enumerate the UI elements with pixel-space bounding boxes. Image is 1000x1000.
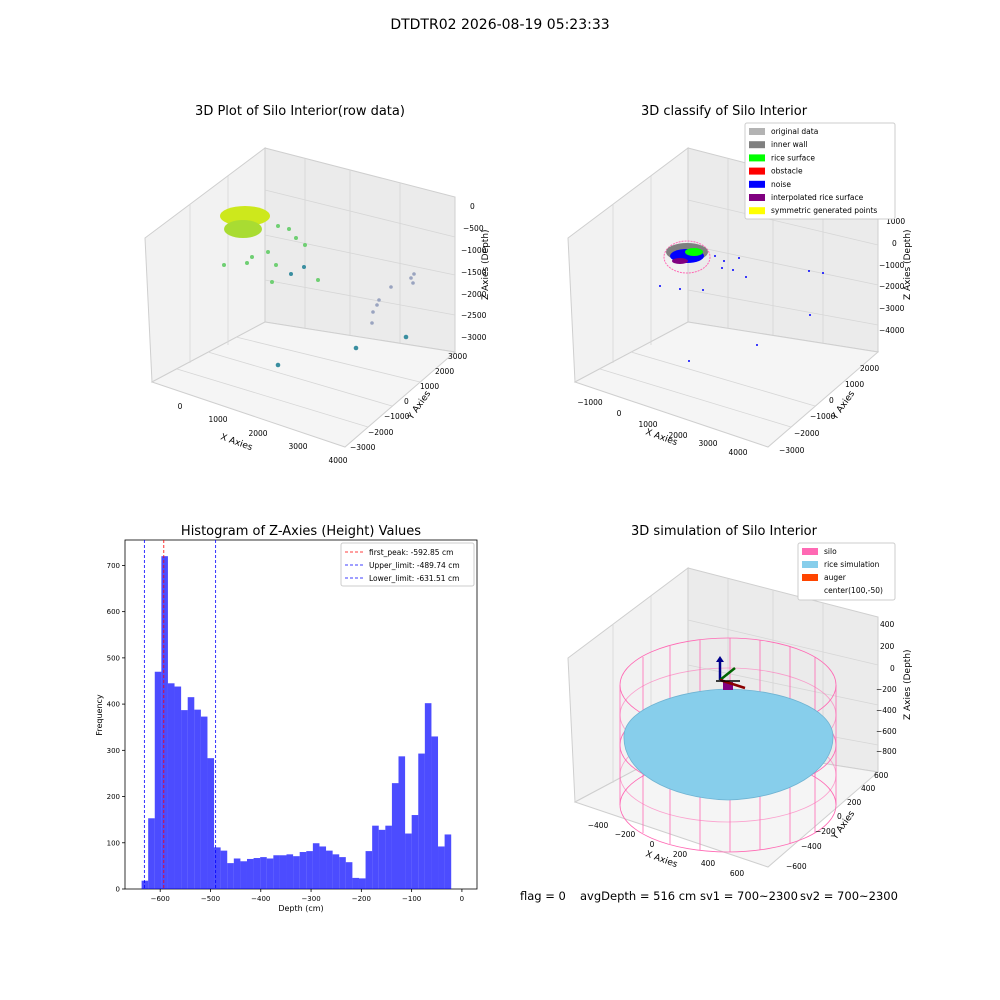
histogram-bar [273, 855, 280, 889]
histogram-bar [220, 850, 228, 889]
histogram-bar [424, 703, 432, 889]
histogram-ylabel: Frequency [95, 694, 104, 736]
histogram-bar [148, 818, 155, 889]
figure-title: DTDTR02 2026-08-19 05:23:33 [390, 17, 610, 33]
histogram-bar [161, 556, 168, 889]
histogram-bar [365, 851, 373, 889]
histogram-title: Histogram of Z-Axies (Height) Values [180, 524, 422, 539]
histogram-legend-box [340, 542, 475, 587]
histogram-bar [293, 856, 300, 889]
histogram-bar [253, 858, 261, 889]
histogram-bar [299, 852, 307, 889]
histogram-bar [200, 716, 208, 889]
status-avg-depth: avgDepth = 516 cm [580, 889, 697, 903]
histogram-bar [352, 877, 359, 889]
histogram-bar [154, 671, 162, 889]
histogram-bar [378, 829, 386, 889]
histogram-xlabel: Depth (cm) [278, 904, 323, 913]
histogram-bar [398, 756, 406, 889]
histogram-xtick-label: −600 [151, 895, 170, 903]
histogram-bar [141, 880, 149, 889]
histogram-bar [214, 847, 221, 889]
histogram-legend: first_peak: -592.85 cm Upper_limit: -489.… [340, 542, 475, 587]
histogram-bar [319, 846, 327, 889]
histogram-xtick-label: −500 [201, 895, 220, 903]
histogram-ytick-label: 400 [107, 701, 120, 709]
histogram-bar [345, 862, 353, 889]
histogram-bar [312, 843, 320, 889]
histogram-bar [385, 825, 392, 889]
histogram-bar [411, 815, 419, 889]
histogram-ytick-label: 100 [107, 839, 120, 847]
histogram-bar [279, 855, 287, 889]
histogram-ytick-label: 600 [107, 608, 120, 616]
histogram-bar [181, 710, 188, 889]
histogram-bar [194, 709, 201, 889]
histogram-bar [438, 846, 445, 889]
histogram-bar [431, 736, 439, 889]
histogram-xtick-label: −400 [251, 895, 270, 903]
histogram-bar [444, 834, 452, 889]
histogram-bar [266, 858, 274, 889]
histogram-legend-label: Lower_limit: -631.51 cm [369, 574, 459, 583]
histogram-bar [174, 686, 182, 889]
histogram-bar [418, 753, 425, 889]
histogram-ytick-label: 500 [107, 654, 120, 662]
histogram-bar [405, 833, 412, 889]
histogram-bar [240, 861, 247, 889]
histogram-bar [391, 783, 399, 889]
simulation-plot-title: 3D simulation of Silo Interior [631, 524, 817, 539]
histogram-ytick-label: 200 [107, 793, 120, 801]
histogram-bar [167, 683, 175, 889]
histogram-bar [332, 854, 340, 889]
histogram-legend-label: Upper_limit: -489.74 cm [369, 561, 460, 570]
histogram-x-ticks: −600 −500 −400 −300 −200 −100 0 [151, 889, 464, 903]
histogram-reference-lines [143, 540, 217, 889]
histogram-ytick-label: 300 [107, 747, 120, 755]
histogram-xtick-label: −200 [352, 895, 371, 903]
histogram-bar [326, 850, 333, 889]
histogram-bar [372, 825, 379, 889]
status-sv1: sv1 = 700~2300 [700, 889, 798, 903]
status-flag: flag = 0 [520, 889, 566, 903]
raw-plot-title: 3D Plot of Silo Interior(row data) [195, 104, 405, 119]
histogram-xtick-label: −300 [301, 895, 320, 903]
histogram-bar [358, 878, 366, 889]
histogram-legend-label: first_peak: -592.85 cm [369, 548, 453, 557]
histogram-bar [207, 758, 215, 889]
classify-plot-title: 3D classify of Silo Interior [640, 104, 808, 119]
histogram-bar [260, 857, 267, 889]
histogram-y-ticks: 0 100 200 300 400 500 600 700 [107, 562, 125, 894]
histogram-bars [141, 556, 452, 889]
histogram-bar [286, 854, 294, 889]
histogram-ytick-label: 0 [116, 886, 120, 894]
histogram-ytick-label: 700 [107, 562, 120, 570]
histogram-xtick-label: −100 [402, 895, 421, 903]
histogram-bar [187, 697, 195, 889]
histogram-xtick-label: 0 [460, 895, 464, 903]
histogram-bar [233, 858, 241, 889]
histogram-bar [246, 858, 254, 889]
histogram-bar [339, 857, 346, 889]
histogram-bar [227, 863, 234, 889]
histogram-bar [306, 851, 313, 889]
status-sv2: sv2 = 700~2300 [800, 889, 898, 903]
